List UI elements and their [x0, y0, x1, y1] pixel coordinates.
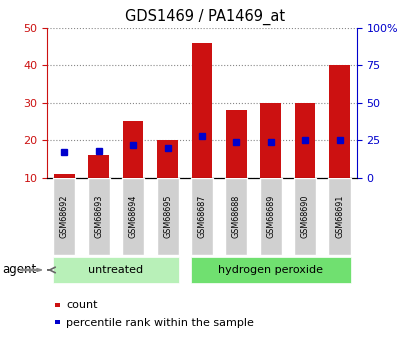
- Bar: [156, 178, 178, 255]
- Bar: [53, 257, 178, 283]
- Bar: [122, 178, 144, 255]
- Bar: [191, 178, 212, 255]
- Bar: [88, 178, 110, 255]
- Text: GSM68689: GSM68689: [265, 195, 274, 238]
- Bar: [157, 140, 178, 178]
- Bar: [225, 178, 247, 255]
- Text: GSM68692: GSM68692: [60, 195, 69, 238]
- Bar: [54, 174, 74, 178]
- Bar: [259, 178, 281, 255]
- Text: GSM68687: GSM68687: [197, 195, 206, 238]
- Bar: [191, 42, 212, 178]
- Text: GSM68688: GSM68688: [231, 195, 240, 238]
- Text: count: count: [66, 300, 98, 310]
- Bar: [123, 121, 143, 178]
- Bar: [328, 178, 350, 255]
- Text: GSM68695: GSM68695: [163, 195, 172, 238]
- Bar: [225, 110, 246, 178]
- Bar: [260, 103, 280, 178]
- Text: hydrogen peroxide: hydrogen peroxide: [218, 265, 322, 275]
- Bar: [53, 178, 75, 255]
- Text: percentile rank within the sample: percentile rank within the sample: [66, 318, 254, 327]
- Text: agent: agent: [2, 264, 36, 276]
- Bar: [293, 178, 315, 255]
- Text: GSM68694: GSM68694: [128, 195, 137, 238]
- Text: GSM68690: GSM68690: [300, 195, 309, 238]
- Bar: [191, 257, 350, 283]
- Text: untreated: untreated: [88, 265, 143, 275]
- Bar: [88, 155, 109, 178]
- Text: GSM68693: GSM68693: [94, 195, 103, 238]
- Bar: [294, 103, 315, 178]
- Text: GSM68691: GSM68691: [334, 195, 343, 238]
- Text: GDS1469 / PA1469_at: GDS1469 / PA1469_at: [125, 9, 284, 25]
- Bar: [328, 65, 349, 178]
